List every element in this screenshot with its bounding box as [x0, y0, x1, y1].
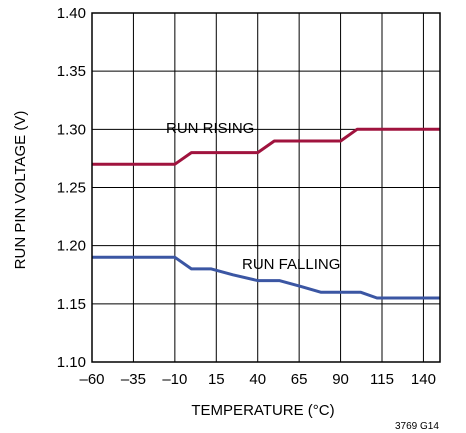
y-tick-label: 1.30 [57, 121, 86, 138]
series-line-run-rising [92, 127, 440, 166]
y-tick-label: 1.35 [57, 63, 86, 80]
series-label-run-falling: RUN FALLING [242, 256, 340, 273]
x-tick-label: –35 [121, 371, 146, 388]
x-tick-label: 140 [411, 371, 436, 388]
x-tick-label: –60 [79, 371, 104, 388]
y-tick-label: 1.20 [57, 238, 86, 255]
x-tick-label: 40 [249, 371, 266, 388]
y-axis-label: RUN PIN VOLTAGE (V) [12, 111, 29, 270]
plot-border [91, 12, 441, 363]
y-tick-label: 1.25 [57, 180, 86, 197]
x-axis-label: TEMPERATURE (°C) [191, 402, 334, 419]
x-tick-label: 15 [208, 371, 225, 388]
x-tick-labels: –60 –35 –10 15 40 65 90 115 140 [79, 371, 435, 388]
plot-frame [91, 12, 441, 363]
figure-id: 3769 G14 [395, 421, 439, 432]
x-tick-label: 90 [332, 371, 349, 388]
y-tick-label: 1.40 [57, 5, 86, 22]
x-tick-label: –10 [162, 371, 187, 388]
y-tick-labels: 1.10 1.15 1.20 1.25 1.30 1.35 1.40 [57, 5, 86, 371]
x-tick-label: 115 [370, 371, 394, 388]
x-tick-label: 65 [291, 371, 308, 388]
series-layer [92, 127, 440, 300]
series-line-run-falling [92, 255, 440, 300]
grid-layer [91, 12, 440, 363]
y-tick-label: 1.15 [57, 296, 86, 313]
series-label-run-rising: RUN RISING [166, 120, 254, 137]
y-tick-label: 1.10 [57, 354, 86, 371]
